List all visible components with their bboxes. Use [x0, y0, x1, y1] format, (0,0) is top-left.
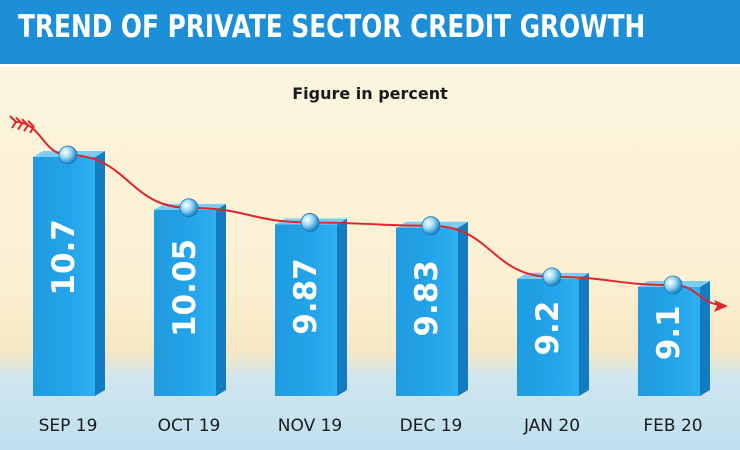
x-tick-label: DEC 19 — [400, 416, 463, 436]
x-tick-label: OCT 19 — [158, 416, 221, 436]
trend-marker — [663, 275, 683, 295]
data-label: 9.87 — [288, 258, 324, 335]
trend-arrowhead — [714, 300, 728, 312]
trend-fletching — [23, 124, 29, 132]
x-tick-label: SEP 19 — [39, 416, 98, 436]
bar-side — [337, 218, 347, 396]
bar-side — [216, 203, 226, 396]
bar-side — [458, 221, 468, 396]
data-label: 10.7 — [46, 219, 82, 296]
trend-fletching — [21, 118, 29, 126]
trend-line — [15, 121, 725, 306]
trend-marker — [542, 267, 562, 287]
bar — [396, 227, 458, 396]
data-label: 9.1 — [651, 305, 687, 360]
trend-fletching — [29, 126, 35, 134]
data-label: 9.83 — [409, 260, 445, 337]
trend-fletching — [15, 116, 23, 125]
title-band: TREND OF PRIVATE SECTOR CREDIT GROWTH — [0, 0, 740, 67]
bar-side — [95, 151, 105, 396]
bar — [517, 278, 579, 396]
bar — [275, 224, 337, 396]
x-tick-label: FEB 20 — [643, 416, 702, 436]
trend-fletching — [17, 123, 23, 131]
x-tick-label: JAN 20 — [523, 416, 580, 436]
trend-marker — [300, 213, 320, 232]
trend-marker — [58, 145, 78, 165]
trend-fletching — [9, 115, 17, 123]
bar-side — [700, 281, 710, 396]
bar — [638, 287, 700, 396]
trend-fletching — [27, 120, 35, 128]
trend-marker — [421, 216, 441, 236]
trend-marker — [179, 198, 199, 218]
bar — [33, 157, 95, 396]
data-label: 9.2 — [530, 301, 566, 356]
bar — [154, 209, 216, 396]
data-label: 10.05 — [167, 239, 203, 337]
bar-side — [579, 272, 589, 396]
chart-title: TREND OF PRIVATE SECTOR CREDIT GROWTH — [18, 9, 646, 45]
chart-subtitle: Figure in percent — [292, 84, 448, 103]
x-tick-label: NOV 19 — [278, 416, 342, 436]
trend-fletching — [11, 121, 17, 129]
